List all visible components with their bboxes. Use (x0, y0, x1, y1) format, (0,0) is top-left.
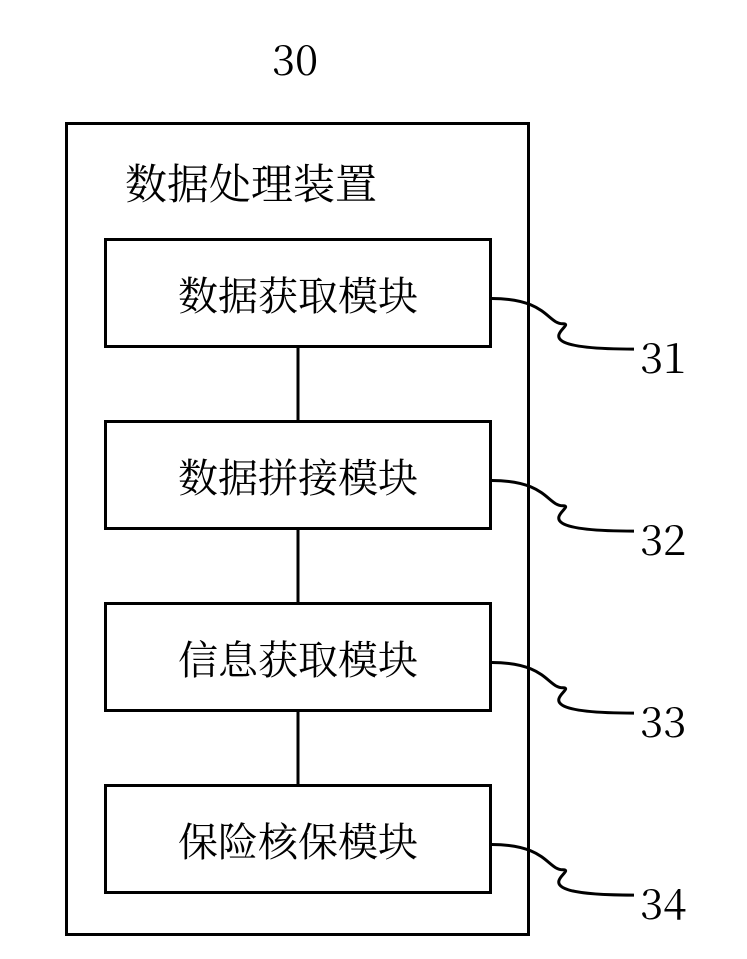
module-label: 保险核保模块 (178, 811, 418, 868)
outer-container-title: 数据处理装置 (125, 152, 377, 212)
reference-label: 31 (640, 326, 686, 386)
module-label: 数据获取模块 (178, 265, 418, 322)
reference-label: 33 (640, 690, 686, 750)
reference-label: 32 (640, 508, 686, 568)
module-box: 保险核保模块 (104, 784, 492, 894)
module-box: 信息获取模块 (104, 602, 492, 712)
diagram-canvas: 30 数据处理装置 数据获取模块 数据拼接模块 信息获取模块 保险核保模块 31… (0, 0, 747, 959)
figure-number-label: 30 (235, 28, 355, 88)
module-box: 数据获取模块 (104, 238, 492, 348)
module-label: 数据拼接模块 (178, 447, 418, 504)
reference-label: 34 (640, 872, 686, 932)
module-box: 数据拼接模块 (104, 420, 492, 530)
module-label: 信息获取模块 (178, 629, 418, 686)
